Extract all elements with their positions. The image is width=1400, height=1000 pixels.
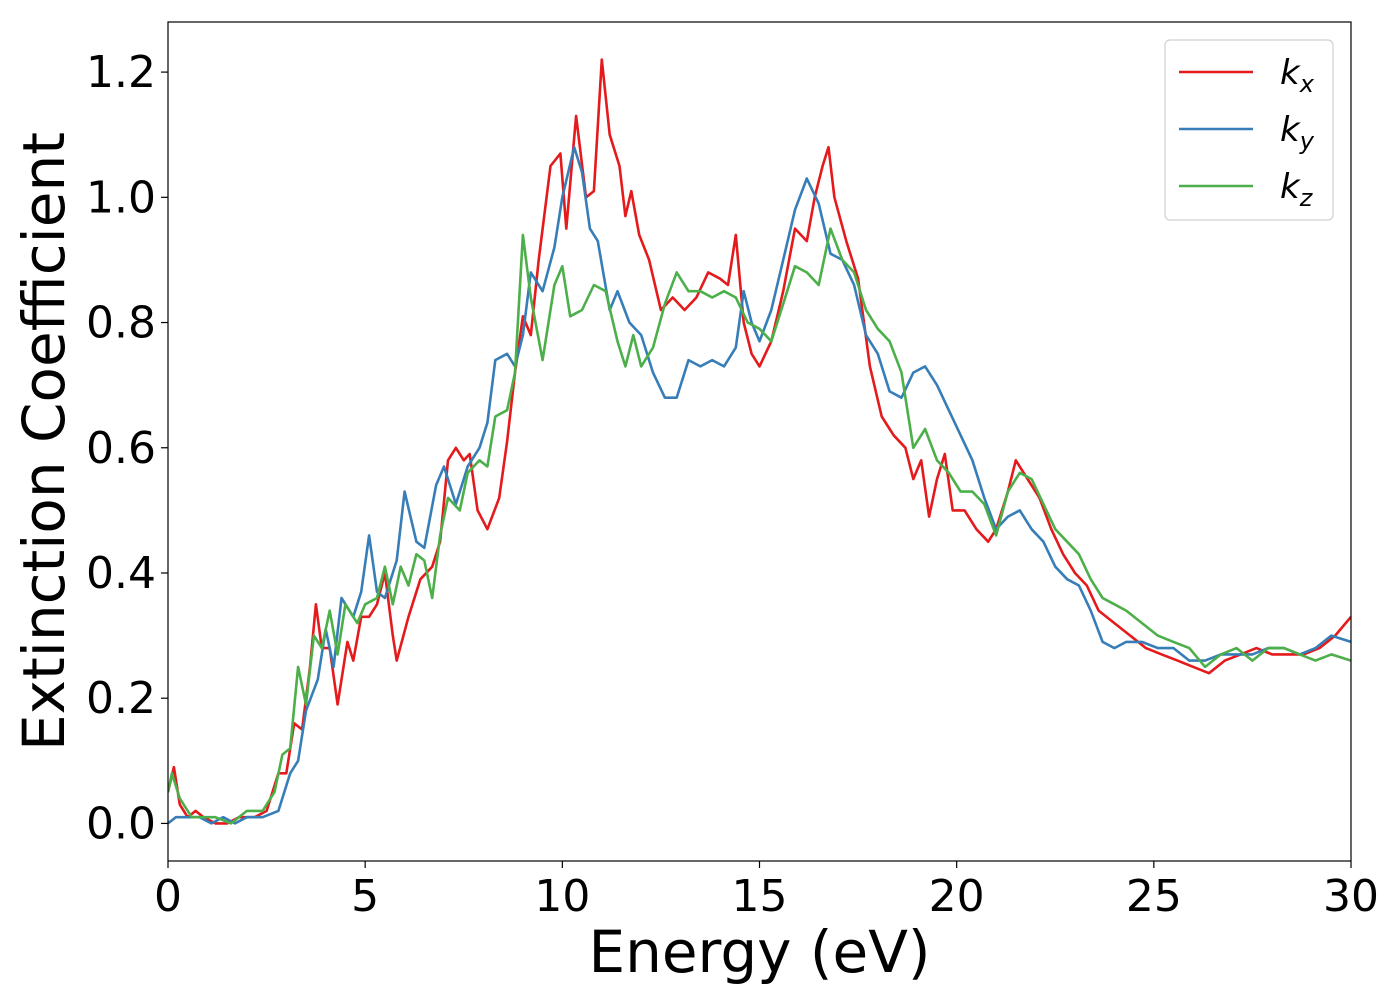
- y-tick-label: 1.2: [86, 47, 156, 98]
- x-tick-label: 10: [534, 871, 590, 922]
- x-tick-label: 0: [154, 871, 182, 922]
- x-tick-label: 5: [351, 871, 379, 922]
- series-line-kz: [168, 227, 1351, 825]
- x-axis-label: Energy (eV): [588, 918, 930, 986]
- series-line-ky: [168, 145, 1351, 825]
- legend-label-kz: kz: [1280, 167, 1314, 212]
- x-axis: 0 5 10 15 20 25 30: [154, 861, 1379, 922]
- legend: kx ky kz: [1164, 39, 1334, 221]
- y-tick-label: 0.2: [86, 673, 156, 724]
- legend-label-kx: kx: [1280, 53, 1315, 98]
- y-tick-label: 1.0: [86, 172, 156, 223]
- x-tick-label: 30: [1323, 871, 1379, 922]
- y-tick-label: 0.8: [86, 298, 156, 349]
- y-tick-label: 0.0: [86, 798, 156, 849]
- y-axis-label: Extinction Coefficient: [10, 132, 78, 751]
- y-tick-label: 0.6: [86, 423, 156, 474]
- plot-frame: [167, 21, 1352, 862]
- x-tick-label: 15: [732, 871, 788, 922]
- plot-area: [168, 58, 1351, 825]
- series-line-kx: [168, 58, 1351, 825]
- x-tick-label: 25: [1126, 871, 1182, 922]
- y-axis: 0.0 0.2 0.4 0.6 0.8 1.0 1.2: [86, 47, 168, 849]
- x-tick-label: 20: [929, 871, 985, 922]
- legend-label-ky: ky: [1280, 110, 1315, 155]
- y-tick-label: 0.4: [86, 548, 156, 599]
